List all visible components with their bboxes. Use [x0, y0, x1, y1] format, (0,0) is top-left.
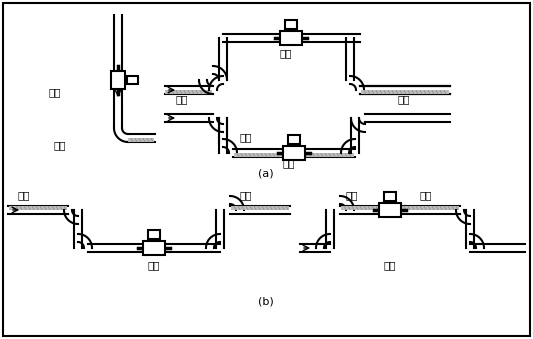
Bar	[9, 206, 67, 210]
Text: 气泡: 气泡	[420, 190, 432, 200]
Text: 正确: 正确	[49, 87, 61, 97]
Bar	[341, 206, 459, 210]
Text: 液体: 液体	[398, 94, 410, 104]
Text: 错误: 错误	[384, 260, 396, 270]
Text: 错误: 错误	[240, 132, 253, 142]
Bar	[148, 230, 160, 239]
Bar	[128, 138, 154, 142]
Bar	[280, 31, 302, 45]
Text: 气泡: 气泡	[240, 190, 253, 200]
Text: 液体: 液体	[54, 140, 66, 150]
Bar	[285, 20, 297, 29]
Text: 气泡: 气泡	[18, 190, 30, 200]
Text: (a): (a)	[258, 168, 274, 178]
Bar	[361, 91, 449, 94]
Bar	[288, 135, 300, 144]
Text: 正确: 正确	[280, 48, 292, 58]
Bar	[234, 154, 354, 157]
Bar	[283, 146, 305, 160]
Bar	[111, 71, 125, 89]
Bar	[384, 192, 396, 201]
Text: 正确: 正确	[148, 260, 160, 270]
Text: (b): (b)	[258, 297, 274, 307]
Bar	[165, 91, 212, 94]
Bar	[231, 206, 289, 210]
Text: 液体: 液体	[176, 94, 189, 104]
Bar	[127, 76, 138, 84]
Text: 液体: 液体	[282, 158, 295, 168]
Bar	[379, 203, 401, 217]
Text: 气泡: 气泡	[345, 190, 358, 200]
Bar	[143, 241, 165, 255]
